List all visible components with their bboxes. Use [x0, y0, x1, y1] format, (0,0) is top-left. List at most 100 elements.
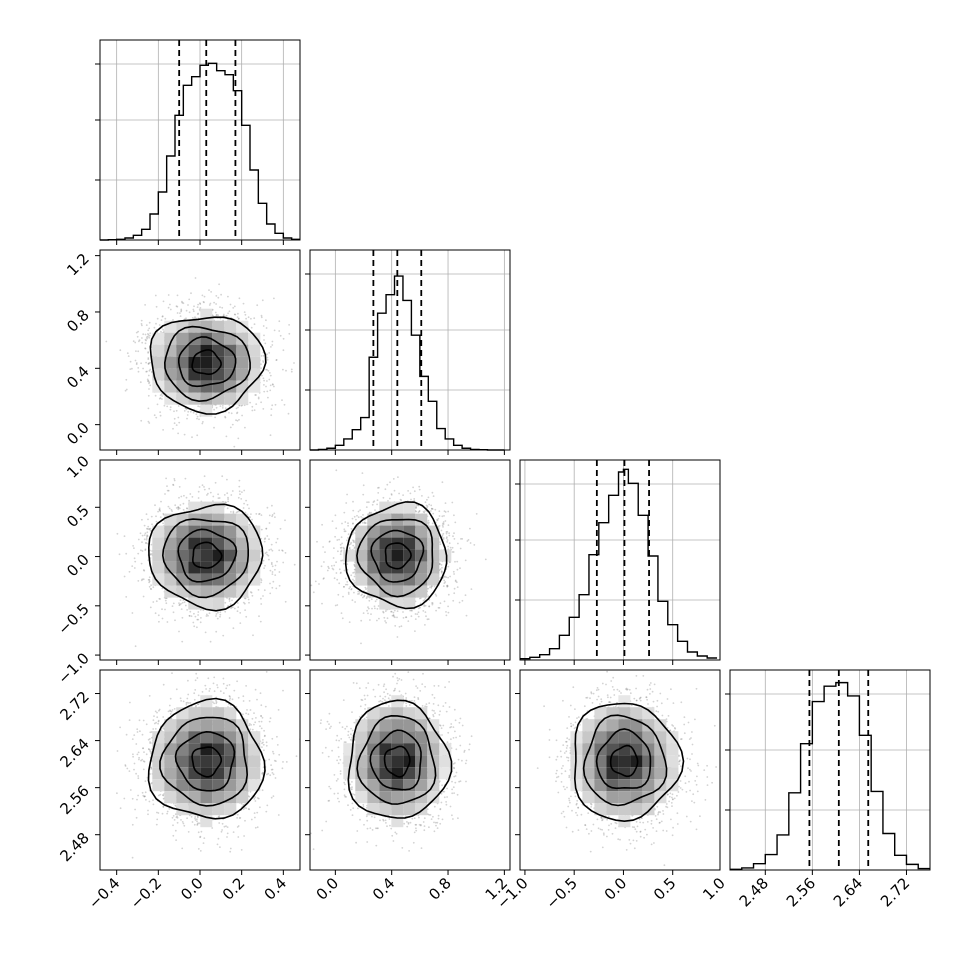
sample-point — [346, 539, 348, 542]
density-cell — [212, 320, 225, 333]
sample-point — [266, 359, 269, 361]
sample-point — [119, 349, 122, 352]
sample-point — [383, 616, 386, 619]
sample-point — [159, 598, 162, 600]
sample-point — [147, 363, 150, 365]
sample-point — [148, 576, 151, 579]
sample-point — [206, 494, 208, 496]
sample-point — [137, 580, 140, 582]
sample-point — [261, 716, 264, 719]
sample-point — [262, 361, 265, 364]
sample-point — [374, 509, 376, 511]
sample-point — [312, 591, 315, 594]
sample-point — [236, 411, 239, 414]
sample-point — [174, 504, 177, 507]
sample-point — [127, 355, 130, 357]
sample-point — [207, 492, 209, 495]
sample-point — [144, 347, 147, 350]
sample-point — [137, 538, 140, 541]
sample-point — [372, 501, 375, 503]
sample-point — [161, 395, 164, 397]
sample-point — [148, 580, 151, 583]
sample-point — [155, 305, 158, 308]
sample-point — [357, 516, 360, 519]
sample-point — [248, 601, 250, 604]
sample-point — [343, 530, 346, 533]
sample-point — [192, 411, 195, 414]
sample-point — [171, 816, 174, 819]
sample-point — [351, 599, 354, 602]
sample-point — [425, 615, 427, 618]
sample-point — [238, 510, 241, 513]
sample-point — [228, 598, 231, 601]
sample-point — [453, 514, 455, 517]
sample-point — [143, 534, 146, 536]
density-cell — [236, 356, 249, 369]
sample-point — [125, 552, 128, 555]
sample-point — [160, 393, 163, 395]
sample-point — [271, 514, 274, 516]
sample-point — [261, 789, 264, 792]
sample-point — [415, 507, 418, 509]
density-cell — [200, 356, 213, 369]
sample-point — [350, 588, 353, 590]
sample-point — [136, 335, 139, 338]
density-cell — [403, 549, 416, 562]
sample-point — [184, 604, 187, 607]
sample-point — [145, 723, 148, 726]
sample-point — [145, 361, 148, 364]
sample-point — [141, 534, 144, 537]
sample-point — [173, 422, 176, 425]
sample-point — [169, 406, 172, 409]
sample-point — [455, 581, 458, 584]
sample-point — [94, 392, 96, 394]
sample-point — [322, 578, 325, 580]
sample-point — [174, 619, 176, 622]
sample-point — [370, 511, 373, 514]
sample-point — [133, 557, 136, 560]
sample-point — [393, 615, 395, 618]
sample-point — [270, 543, 273, 546]
sample-point — [152, 719, 155, 722]
sample-point — [140, 562, 143, 565]
sample-point — [175, 688, 178, 691]
sample-point — [368, 511, 371, 514]
sample-point — [333, 577, 336, 580]
sample-point — [172, 611, 175, 614]
sample-point — [340, 536, 343, 539]
sample-point — [236, 412, 238, 415]
sample-point — [436, 518, 438, 521]
sample-point — [235, 419, 237, 422]
sample-point — [150, 515, 153, 518]
sample-point — [274, 564, 277, 567]
sample-point — [209, 687, 211, 690]
sample-point — [337, 550, 339, 553]
sample-point — [214, 481, 217, 484]
sample-point — [147, 738, 150, 741]
sample-point — [132, 340, 135, 343]
sample-point — [140, 319, 143, 322]
sample-point — [451, 546, 454, 549]
density-cell — [152, 561, 165, 574]
contour-level-3 — [356, 518, 434, 598]
sample-point — [143, 751, 145, 753]
sample-point — [250, 591, 253, 594]
pair-panel-plot-area — [116, 671, 300, 859]
sample-point — [275, 541, 278, 544]
sample-point — [374, 600, 377, 603]
sample-point — [155, 515, 157, 518]
sample-point — [263, 384, 265, 386]
sample-point — [232, 510, 235, 513]
sample-point — [461, 538, 464, 540]
sample-point — [147, 380, 149, 383]
sample-point — [377, 487, 379, 489]
density-cell — [200, 537, 213, 550]
sample-point — [362, 596, 364, 599]
sample-point — [142, 333, 145, 336]
sample-point — [352, 509, 355, 512]
density-cell — [391, 561, 404, 574]
density-cell — [355, 573, 368, 586]
sample-point — [149, 587, 152, 590]
sample-point — [411, 609, 413, 612]
sample-point — [147, 351, 150, 353]
